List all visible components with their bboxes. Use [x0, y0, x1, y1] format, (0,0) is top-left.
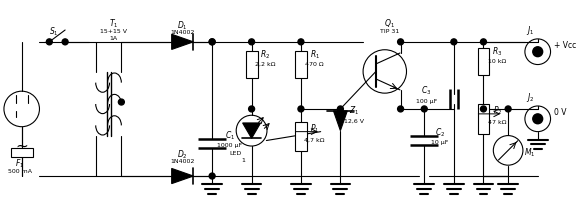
- Text: $T_1$: $T_1$: [109, 18, 118, 30]
- Circle shape: [118, 99, 124, 105]
- Text: $R_1$: $R_1$: [310, 48, 320, 61]
- Bar: [11, 148, 32, 157]
- Circle shape: [421, 106, 427, 112]
- Text: 500 mA: 500 mA: [8, 169, 32, 174]
- Text: $R_2$: $R_2$: [260, 48, 271, 61]
- Text: $C_2$: $C_2$: [435, 126, 445, 139]
- Text: 1: 1: [242, 158, 246, 163]
- Bar: [477, 104, 490, 134]
- Text: 1N4002: 1N4002: [171, 31, 195, 36]
- Polygon shape: [243, 123, 261, 138]
- Circle shape: [209, 39, 215, 45]
- Circle shape: [298, 39, 304, 45]
- Bar: [477, 48, 490, 75]
- Text: 15+15 V: 15+15 V: [100, 29, 127, 34]
- Text: 12,6 V: 12,6 V: [344, 118, 364, 123]
- Text: ~: ~: [16, 139, 28, 154]
- Text: $M_1$: $M_1$: [524, 146, 536, 159]
- Text: 0 V: 0 V: [554, 108, 566, 117]
- Text: $D_1$: $D_1$: [177, 20, 188, 32]
- Circle shape: [209, 39, 215, 45]
- Text: $Z_1$: $Z_1$: [349, 105, 360, 117]
- Text: 1000 µF: 1000 µF: [217, 143, 242, 148]
- Text: $C_3$: $C_3$: [421, 85, 431, 97]
- Text: $J_2$: $J_2$: [525, 90, 534, 104]
- Circle shape: [533, 114, 543, 124]
- Circle shape: [398, 106, 403, 112]
- Text: $S_1$: $S_1$: [49, 26, 59, 38]
- Text: TIP 31: TIP 31: [380, 29, 399, 34]
- Text: $P_2$: $P_2$: [492, 105, 502, 117]
- Circle shape: [62, 39, 68, 45]
- Text: 1N4002: 1N4002: [171, 159, 195, 164]
- Text: $F_1$: $F_1$: [15, 158, 24, 171]
- Circle shape: [249, 106, 254, 112]
- Bar: [246, 51, 258, 78]
- Polygon shape: [172, 34, 194, 50]
- Polygon shape: [172, 168, 194, 184]
- Text: 2,2 kΩ: 2,2 kΩ: [255, 62, 276, 67]
- Bar: [295, 122, 307, 151]
- Circle shape: [249, 39, 254, 45]
- Polygon shape: [334, 111, 347, 131]
- Text: $D_2$: $D_2$: [177, 148, 188, 161]
- Text: LED: LED: [229, 151, 242, 156]
- Text: $J_1$: $J_1$: [525, 23, 534, 37]
- Text: $R_3$: $R_3$: [492, 46, 502, 58]
- Circle shape: [298, 106, 304, 112]
- Text: 10 kΩ: 10 kΩ: [488, 59, 506, 64]
- Text: 10 µF: 10 µF: [431, 140, 449, 145]
- Circle shape: [209, 173, 215, 179]
- Circle shape: [480, 106, 487, 112]
- Circle shape: [46, 39, 52, 45]
- Bar: [295, 51, 307, 78]
- Text: 100 µF: 100 µF: [416, 99, 437, 103]
- Text: $C_1$: $C_1$: [225, 129, 235, 142]
- Text: 470 Ω: 470 Ω: [305, 62, 324, 67]
- Text: $P_1$: $P_1$: [310, 122, 320, 135]
- Text: 4,7 kΩ: 4,7 kΩ: [305, 138, 325, 143]
- Text: $Q_1$: $Q_1$: [384, 18, 395, 30]
- Circle shape: [505, 106, 511, 112]
- Circle shape: [338, 106, 343, 112]
- Text: + Vcc: + Vcc: [554, 41, 576, 50]
- Circle shape: [480, 39, 487, 45]
- Circle shape: [533, 47, 543, 57]
- Circle shape: [398, 39, 403, 45]
- Circle shape: [451, 39, 457, 45]
- Text: 1A: 1A: [109, 36, 117, 41]
- Text: 47 kΩ: 47 kΩ: [488, 120, 506, 125]
